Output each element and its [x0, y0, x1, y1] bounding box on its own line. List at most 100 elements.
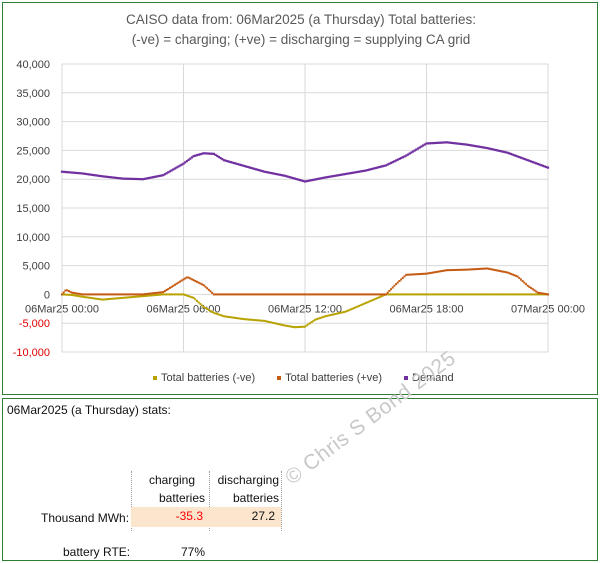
- data-point: [379, 293, 382, 296]
- data-point: [82, 295, 85, 298]
- data-point: [533, 293, 536, 296]
- data-point: [322, 315, 325, 318]
- data-point: [219, 156, 222, 160]
- data-point: [324, 315, 327, 318]
- data-point: [496, 269, 499, 272]
- data-point: [77, 295, 80, 298]
- data-point: [481, 293, 484, 296]
- data-point: [77, 172, 80, 175]
- data-point: [221, 158, 224, 161]
- data-point: [317, 293, 320, 296]
- data-point: [300, 179, 303, 182]
- data-point: [538, 293, 541, 296]
- data-point: [182, 278, 185, 281]
- data-point: [263, 170, 266, 173]
- data-point: [538, 291, 541, 294]
- data-point: [283, 293, 286, 296]
- data-point: [145, 293, 148, 296]
- data-point: [64, 293, 67, 296]
- data-point: [511, 293, 514, 296]
- data-point: [305, 180, 308, 183]
- data-point: [329, 175, 332, 178]
- data-point: [265, 170, 268, 174]
- data-point: [222, 159, 226, 162]
- data-point: [310, 321, 313, 324]
- data-point: [209, 290, 212, 293]
- data-point: [143, 293, 146, 296]
- data-point: [314, 293, 317, 296]
- data-point: [308, 179, 312, 182]
- data-point: [432, 142, 435, 145]
- data-point: [199, 153, 202, 156]
- data-point: [389, 161, 393, 165]
- data-point: [530, 287, 533, 290]
- data-point: [250, 318, 252, 321]
- data-point: [64, 289, 67, 292]
- data-point: [449, 269, 452, 272]
- data-point: [275, 293, 278, 296]
- data-point: [175, 293, 178, 296]
- data-point: [523, 157, 526, 161]
- data-point: [503, 150, 506, 154]
- data-point: [472, 293, 475, 296]
- data-point: [464, 293, 467, 296]
- data-point: [366, 169, 369, 172]
- data-point: [455, 293, 458, 296]
- x-tick-label: 06Mar25 00:00: [25, 303, 99, 315]
- data-point: [243, 164, 246, 168]
- data-point: [339, 311, 342, 314]
- data-point: [126, 296, 129, 299]
- data-point: [329, 314, 332, 317]
- data-point: [258, 319, 261, 322]
- data-point: [86, 293, 89, 296]
- data-point: [452, 142, 455, 145]
- data-point: [233, 316, 236, 319]
- data-point: [138, 178, 141, 181]
- data-point: [494, 148, 497, 152]
- data-point: [536, 291, 539, 294]
- discharging-col-header-2: batteries: [232, 491, 279, 505]
- data-point: [192, 296, 195, 299]
- data-point: [479, 145, 482, 149]
- legend-label: Demand: [412, 372, 454, 384]
- data-point: [459, 268, 462, 271]
- data-point: [64, 170, 67, 174]
- data-point: [425, 142, 428, 145]
- chart-title: CAISO data from: 06Mar2025 (a Thursday) …: [126, 12, 476, 27]
- data-point: [413, 273, 416, 276]
- legend-item-demand: Demand: [404, 372, 454, 384]
- data-point: [369, 299, 372, 302]
- data-point: [376, 293, 379, 296]
- data-point: [521, 157, 524, 160]
- data-point: [275, 322, 278, 325]
- data-point: [98, 293, 101, 296]
- data-point: [69, 171, 72, 174]
- data-point: [116, 293, 119, 296]
- data-point: [363, 293, 366, 296]
- data-point: [373, 298, 376, 301]
- data-point: [336, 293, 339, 296]
- data-point: [535, 162, 538, 165]
- stats-divider: [131, 471, 132, 531]
- data-point: [212, 311, 215, 314]
- data-point: [148, 294, 151, 297]
- data-point: [319, 293, 322, 296]
- y-tick-label: 20,000: [16, 174, 50, 186]
- data-point: [89, 296, 92, 299]
- data-point: [374, 297, 377, 300]
- data-point: [531, 293, 534, 296]
- data-point: [115, 297, 117, 300]
- data-point: [152, 176, 155, 179]
- data-point: [143, 294, 146, 297]
- data-point: [315, 318, 318, 321]
- data-point: [233, 293, 236, 296]
- data-point: [226, 315, 229, 318]
- legend-item-pos: Total batteries (+ve): [277, 372, 382, 384]
- data-point: [121, 293, 124, 296]
- data-point: [190, 278, 193, 281]
- data-point: [65, 171, 69, 174]
- data-point: [364, 293, 367, 296]
- data-point: [254, 168, 258, 171]
- data-point: [231, 293, 234, 296]
- data-point: [104, 298, 107, 301]
